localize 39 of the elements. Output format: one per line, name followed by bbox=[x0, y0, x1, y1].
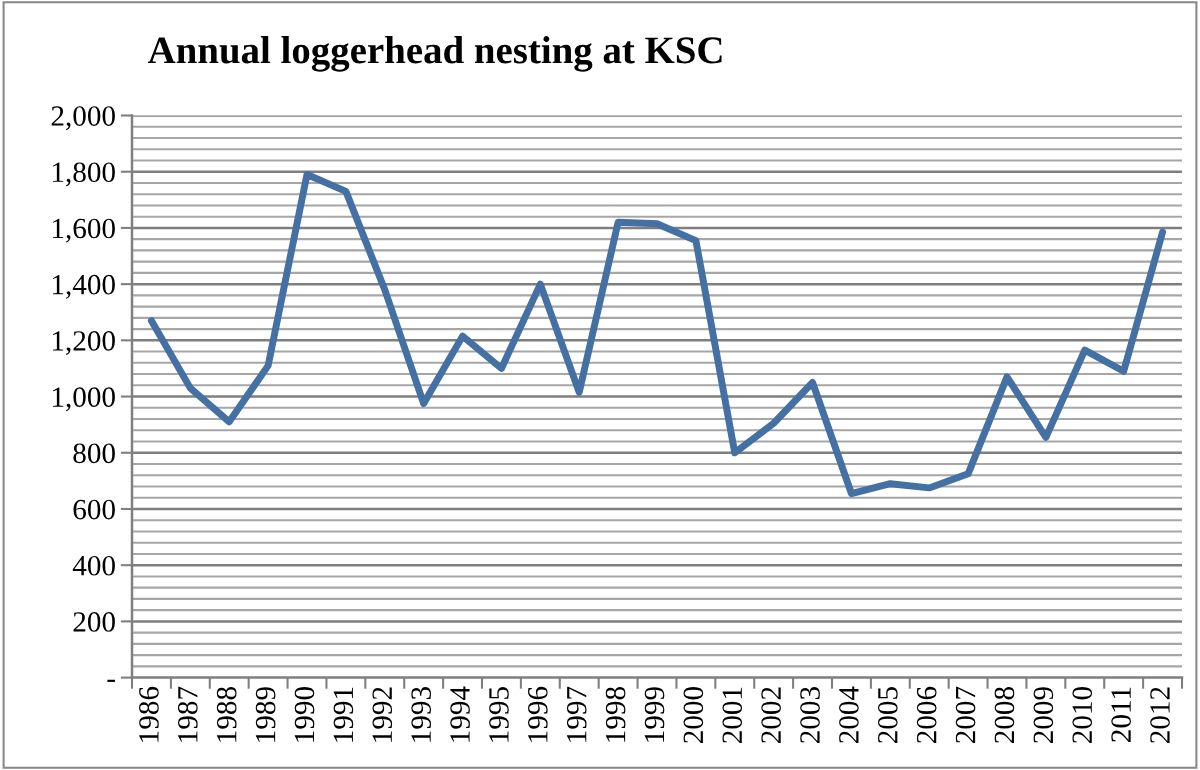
x-tick-label: 2007 bbox=[955, 686, 976, 743]
x-tick-label: 2008 bbox=[994, 687, 1015, 743]
x-tick-label: 1987 bbox=[177, 686, 198, 742]
x-tick-label: 2004 bbox=[839, 686, 859, 743]
x-tick-label: 2012 bbox=[1150, 687, 1170, 743]
y-tick-label: 1,600 bbox=[52, 218, 115, 243]
x-tick-label: 2000 bbox=[683, 687, 704, 743]
y-tick-label: 1,400 bbox=[52, 274, 115, 299]
x-tick-label: 1996 bbox=[528, 686, 548, 742]
x-tick-label: 2006 bbox=[916, 686, 937, 743]
x-tick-label: 2011 bbox=[1111, 687, 1131, 742]
x-tick-label: 1988 bbox=[216, 687, 237, 742]
x-tick-label: 2001 bbox=[722, 687, 743, 743]
y-tick-label: - bbox=[107, 679, 115, 682]
x-tick-label: 1989 bbox=[255, 687, 276, 742]
x-tick-label: 2010 bbox=[1072, 687, 1093, 743]
x-tick-label: 1999 bbox=[644, 687, 665, 742]
x-tick-label: 1990 bbox=[294, 687, 315, 742]
y-tick-label: 200 bbox=[73, 612, 115, 632]
x-tick-label: 2005 bbox=[877, 687, 898, 743]
x-tick-label: 2009 bbox=[1033, 687, 1054, 743]
x-tick-label: 1993 bbox=[411, 687, 431, 742]
x-tick-label: 1995 bbox=[489, 687, 509, 742]
y-tick-label: 2,000 bbox=[51, 106, 115, 131]
x-tick-label: 1986 bbox=[139, 686, 159, 742]
y-tick-label: 1,800 bbox=[52, 162, 115, 187]
x-tick-label: 1998 bbox=[605, 687, 626, 742]
y-tick-label: 800 bbox=[73, 443, 115, 464]
x-tick-label: 2003 bbox=[800, 687, 820, 743]
y-tick-label: 400 bbox=[72, 555, 115, 576]
x-tick-label: 1997 bbox=[566, 686, 587, 742]
y-tick-label: 1,200 bbox=[52, 331, 115, 355]
y-tick-label: 1,000 bbox=[52, 387, 115, 412]
chart-title: Annual loggerhead nesting at KSC bbox=[147, 36, 722, 72]
y-tick-label: 600 bbox=[73, 499, 115, 520]
x-tick-label: 1991 bbox=[333, 687, 354, 742]
x-tick-label: 1992 bbox=[372, 687, 393, 742]
x-tick-label: 2002 bbox=[761, 687, 781, 743]
x-tick-label: 1994 bbox=[450, 686, 470, 742]
